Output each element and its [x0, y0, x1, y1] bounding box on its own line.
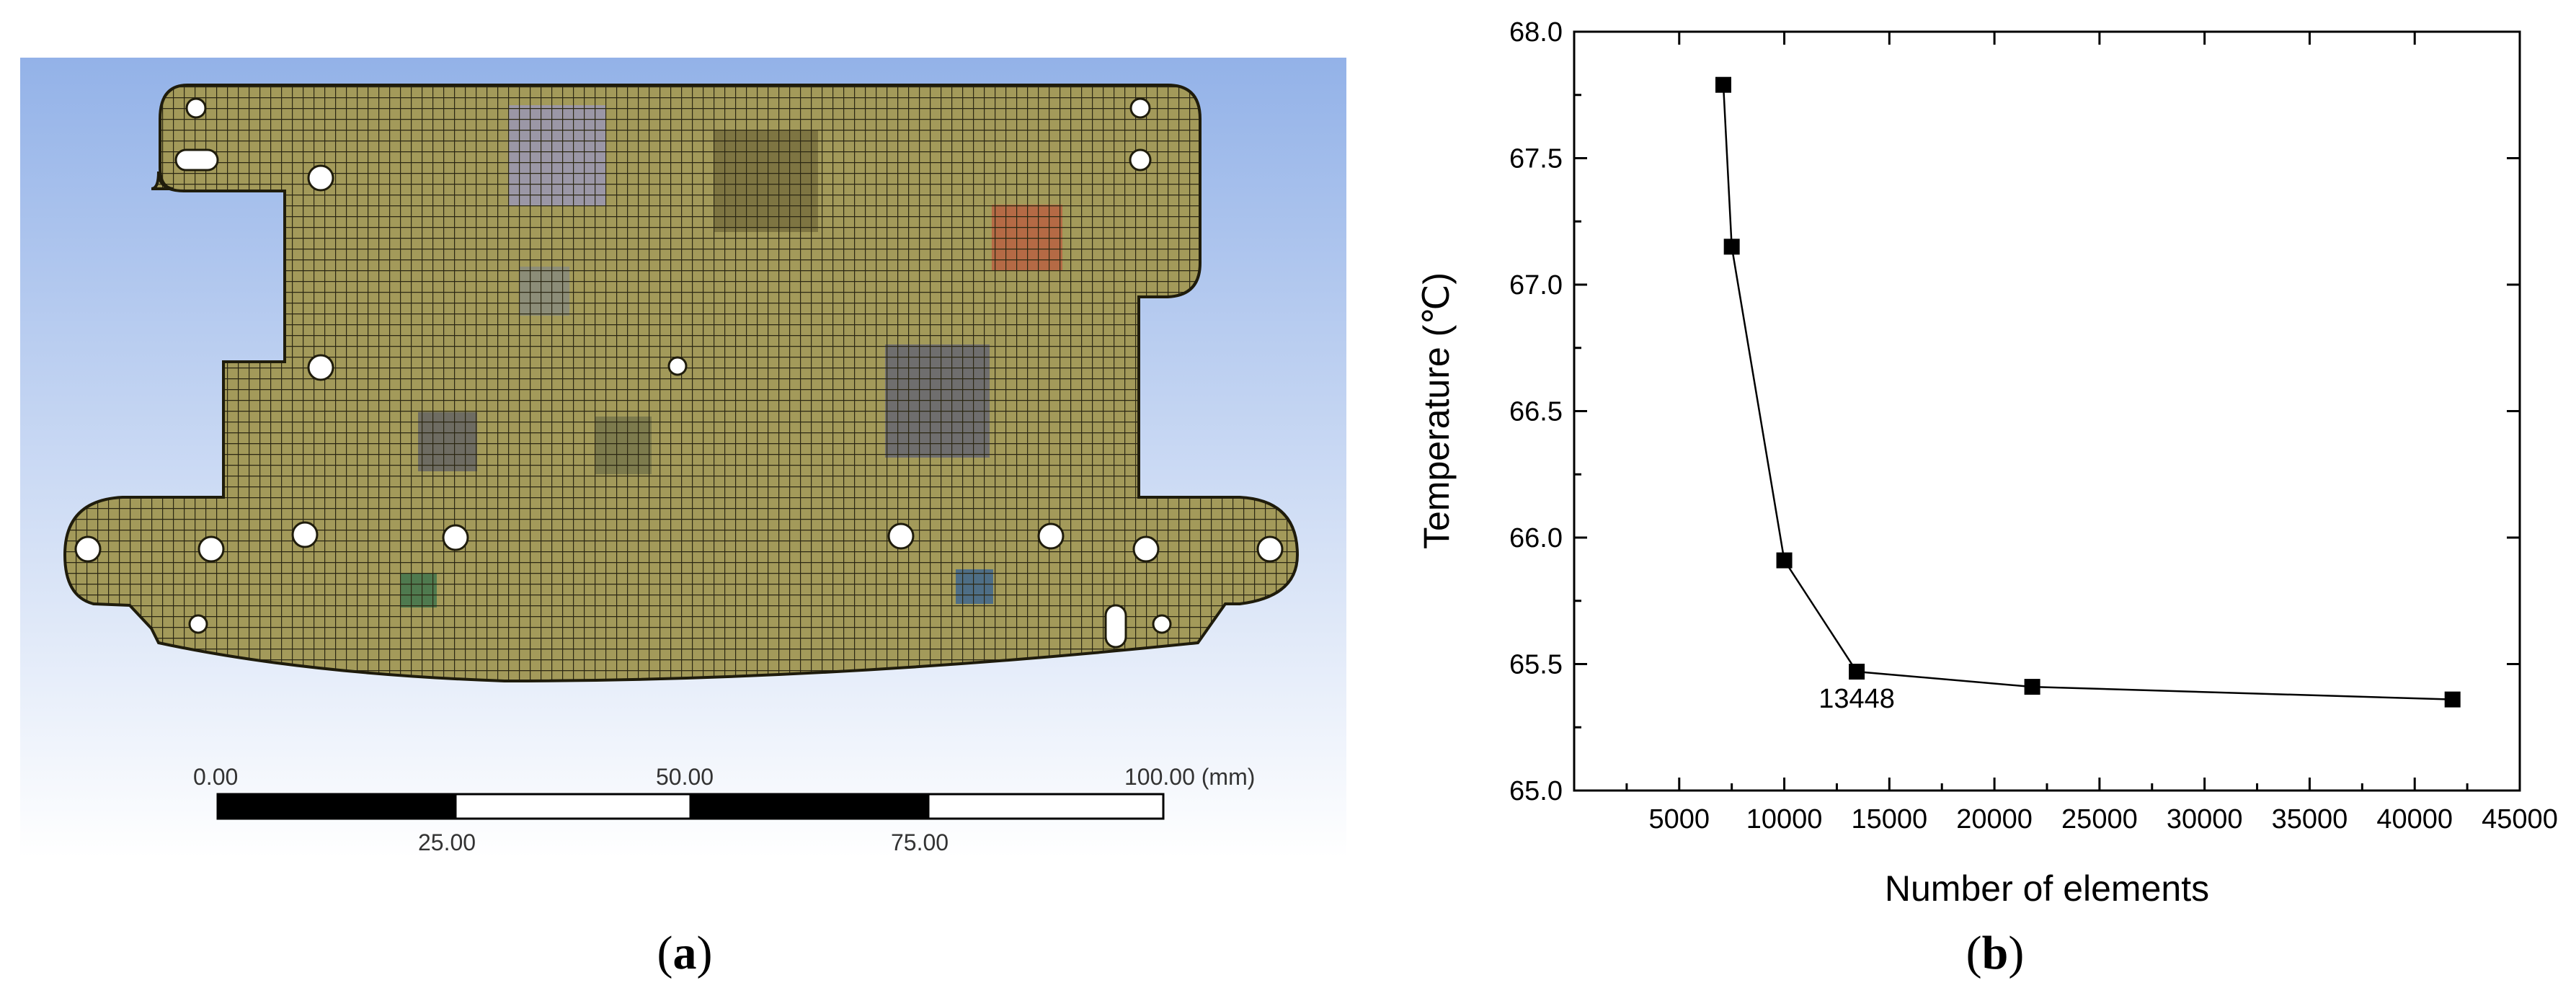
- y-tick-label: 66.5: [1509, 397, 1563, 427]
- x-tick-label: 10000: [1746, 804, 1823, 834]
- plot-frame: [1573, 30, 2521, 792]
- scale-label-100: 100.00 (mm): [1124, 764, 1255, 790]
- y-tick-label: 66.0: [1509, 523, 1563, 553]
- scale-label-75: 75.00: [891, 829, 949, 855]
- y-tick-label: 65.5: [1509, 650, 1563, 680]
- data-point-marker: [1776, 552, 1793, 569]
- data-point-marker: [1715, 76, 1732, 93]
- x-axis-label: Number of elements: [1885, 868, 2209, 909]
- temperature-vs-elements-chart: 5000 10000 15000 20000 25000 30000 35000 40000 4…: [1416, 17, 2558, 979]
- panel-b: 5000 10000 15000 20000 25000 30000 35000 40000 4…: [1369, 0, 2576, 1002]
- x-tick-label: 45000: [2482, 804, 2558, 834]
- scale-label-50: 50.00: [656, 764, 714, 790]
- annotations: 13448: [1818, 684, 1895, 714]
- data-point-marker: [2024, 679, 2040, 695]
- x-tick-label: 25000: [2061, 804, 2138, 834]
- components: [401, 105, 1062, 607]
- y-axis: 65.0 65.5 66.0 66.5 67.0 67.5 68.0: [1509, 17, 2520, 806]
- x-tick-label: 40000: [2376, 804, 2453, 834]
- x-tick-label: 5000: [1649, 804, 1710, 834]
- y-tick-label: 67.5: [1509, 144, 1563, 174]
- data-point-marker: [2444, 691, 2461, 708]
- mounting-holes: [74, 97, 1284, 649]
- series-line: [1722, 84, 2453, 700]
- x-axis: 5000 10000 15000 20000 25000 30000 35000 40000 4…: [1625, 32, 2558, 834]
- y-tick-label: 68.0: [1509, 17, 1563, 48]
- scale-label-25: 25.00: [418, 829, 476, 855]
- series-markers: [1715, 76, 2461, 708]
- scale-bar: [216, 793, 1165, 820]
- point-annotation: 13448: [1818, 684, 1895, 714]
- x-tick-label: 20000: [1956, 804, 2033, 834]
- caption-b: (b): [1966, 927, 2025, 979]
- x-tick-label: 30000: [2167, 804, 2243, 834]
- x-tick-label: 15000: [1851, 804, 1927, 834]
- y-tick-label: 65.0: [1509, 776, 1563, 806]
- x-tick-label: 35000: [2272, 804, 2348, 834]
- mesh-figure: 0.00 50.00 100.00 (mm) 25.00 75.00 (a): [20, 58, 1346, 979]
- caption-a: (a): [657, 927, 713, 979]
- pcb-board-mesh: [63, 84, 1300, 683]
- data-point-marker: [1723, 239, 1740, 255]
- y-tick-label: 67.0: [1509, 270, 1563, 301]
- panel-a: 0.00 50.00 100.00 (mm) 25.00 75.00 (a): [20, 58, 1346, 979]
- y-axis-label: Temperature (℃): [1416, 272, 1457, 549]
- scale-label-0: 0.00: [193, 764, 238, 790]
- series-line-group: [1722, 84, 2453, 700]
- data-point-marker: [1849, 664, 1865, 680]
